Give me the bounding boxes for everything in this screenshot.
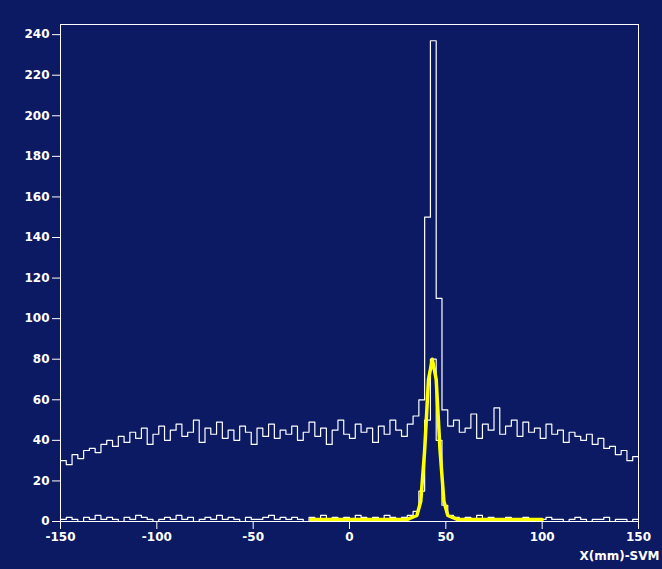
svg-text:-50: -50 [242, 530, 264, 544]
svg-text:-100: -100 [142, 530, 172, 544]
svg-text:50: 50 [437, 530, 454, 544]
svg-text:80: 80 [33, 352, 50, 366]
svg-text:100: 100 [24, 311, 49, 325]
svg-text:120: 120 [24, 271, 49, 285]
svg-text:X(mm)-SVM: X(mm)-SVM [579, 549, 659, 563]
svg-text:-150: -150 [45, 530, 75, 544]
svg-text:200: 200 [24, 109, 49, 123]
svg-text:140: 140 [24, 230, 49, 244]
svg-text:0: 0 [345, 530, 353, 544]
svg-text:180: 180 [24, 149, 49, 163]
svg-text:40: 40 [33, 433, 50, 447]
svg-text:240: 240 [24, 27, 49, 41]
svg-text:150: 150 [626, 530, 651, 544]
svg-text:60: 60 [33, 393, 50, 407]
svg-text:160: 160 [24, 190, 49, 204]
svg-text:100: 100 [530, 530, 555, 544]
svg-text:220: 220 [24, 68, 49, 82]
svg-text:20: 20 [33, 474, 50, 488]
svg-text:0: 0 [41, 514, 49, 528]
